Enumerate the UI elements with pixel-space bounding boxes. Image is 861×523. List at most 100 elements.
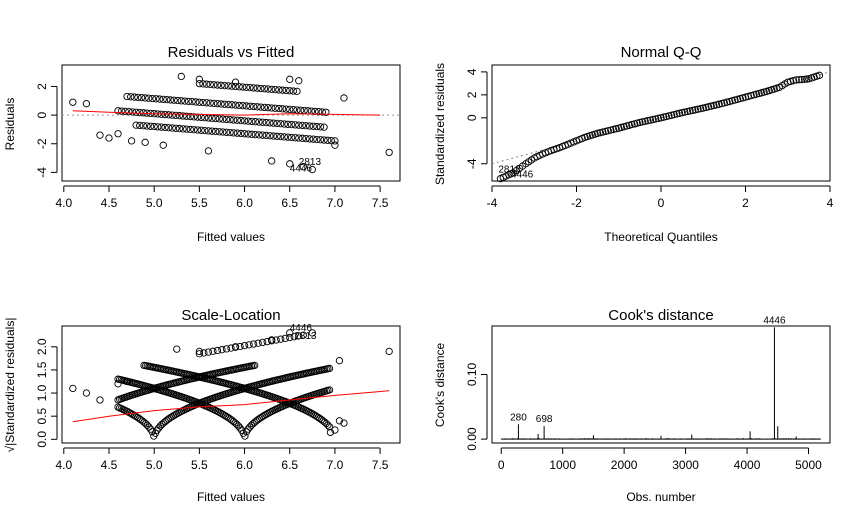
data-point — [662, 112, 670, 121]
data-point — [286, 75, 294, 83]
data-point — [161, 123, 169, 132]
y-tick-label: 2.0 — [35, 338, 49, 355]
data-point — [219, 128, 227, 136]
data-point — [146, 122, 155, 130]
data-point — [195, 98, 204, 106]
data-point — [224, 100, 232, 109]
data-point — [179, 112, 187, 120]
data-point — [157, 123, 166, 131]
data-point — [712, 101, 721, 109]
data-point — [166, 96, 175, 104]
data-point — [286, 87, 294, 95]
data-point — [197, 126, 205, 134]
scale-location-panel: Scale-Location Fitted values √|Standardi… — [3, 307, 401, 504]
data-point — [215, 128, 223, 136]
data-point — [298, 134, 307, 142]
data-point — [275, 86, 283, 94]
data-point — [670, 110, 678, 119]
data-point — [599, 128, 607, 136]
y-tick-label: -4 — [465, 158, 479, 169]
data-point — [293, 87, 301, 96]
data-point — [275, 104, 283, 113]
data-point — [175, 124, 184, 133]
data-point — [325, 423, 334, 431]
x-tick-label: 4 — [827, 196, 834, 210]
data-point — [123, 92, 131, 101]
data-point — [253, 103, 261, 111]
data-point — [240, 130, 249, 138]
data-point — [681, 108, 689, 116]
data-point — [287, 120, 296, 129]
data-point — [227, 344, 235, 352]
data-point — [272, 336, 280, 344]
data-point — [707, 102, 715, 110]
data-point — [175, 112, 184, 120]
data-point — [228, 82, 236, 90]
data-point — [659, 113, 668, 121]
data-point — [258, 338, 267, 347]
data-point — [675, 109, 684, 117]
x-axis-label: Fitted values — [197, 230, 265, 244]
x-tick-label: 2000 — [611, 458, 638, 472]
data-point — [316, 136, 325, 144]
data-point — [249, 84, 258, 92]
data-point — [254, 339, 262, 347]
cooks-distance-panel: Cook's distance Obs. number Cook's dista… — [433, 307, 831, 504]
data-point — [161, 110, 169, 119]
data-point — [148, 94, 157, 103]
data-point — [213, 346, 222, 355]
data-point — [228, 101, 236, 109]
data-point — [139, 122, 147, 130]
x-axis-label: Fitted values — [197, 490, 265, 504]
data-point — [324, 421, 332, 429]
y-axis-label: Residuals — [3, 98, 17, 151]
data-point — [654, 114, 663, 123]
data-point — [186, 112, 194, 121]
data-point — [335, 357, 344, 365]
data-point — [612, 125, 620, 133]
data-point — [268, 157, 276, 165]
plot-frame — [61, 325, 401, 444]
point-label: 2813 — [498, 164, 521, 175]
data-point — [298, 121, 307, 130]
data-point — [286, 160, 294, 168]
x-tick-label: 6.0 — [236, 458, 253, 472]
x-tick-label: 0 — [658, 196, 665, 210]
data-point — [183, 112, 191, 120]
data-point — [696, 104, 705, 113]
data-point — [242, 102, 251, 110]
data-point — [177, 97, 185, 105]
data-point — [699, 104, 707, 112]
data-point — [239, 102, 247, 110]
data-point — [244, 130, 252, 138]
data-point — [181, 97, 189, 105]
data-point — [213, 100, 222, 108]
y-tick-label: 0.00 — [465, 427, 479, 451]
normal-qq-panel: Normal Q-Q Theoretical Quantiles Standar… — [433, 44, 834, 244]
data-point — [282, 86, 290, 95]
x-tick-label: 5.5 — [191, 458, 208, 472]
y-tick-label: 0.10 — [465, 362, 479, 386]
data-point — [318, 108, 326, 116]
data-point — [609, 125, 618, 134]
point-label: 4446 — [763, 315, 786, 326]
data-point — [217, 100, 225, 108]
data-point — [240, 117, 249, 125]
data-point — [271, 85, 279, 94]
data-point — [277, 132, 285, 141]
y-axis-label: Cook's distance — [433, 343, 447, 428]
data-point — [190, 113, 198, 121]
data-point — [215, 115, 223, 123]
data-point — [281, 334, 289, 343]
data-point — [248, 130, 256, 138]
data-point — [258, 131, 267, 139]
y-tick-label: 1.0 — [35, 384, 49, 401]
x-tick-label: 5.5 — [191, 196, 208, 210]
data-point — [240, 342, 249, 350]
data-point — [226, 116, 234, 124]
data-point — [221, 81, 229, 90]
data-point — [159, 95, 167, 104]
data-point — [239, 83, 247, 91]
data-point — [190, 126, 198, 134]
data-point — [204, 147, 213, 155]
